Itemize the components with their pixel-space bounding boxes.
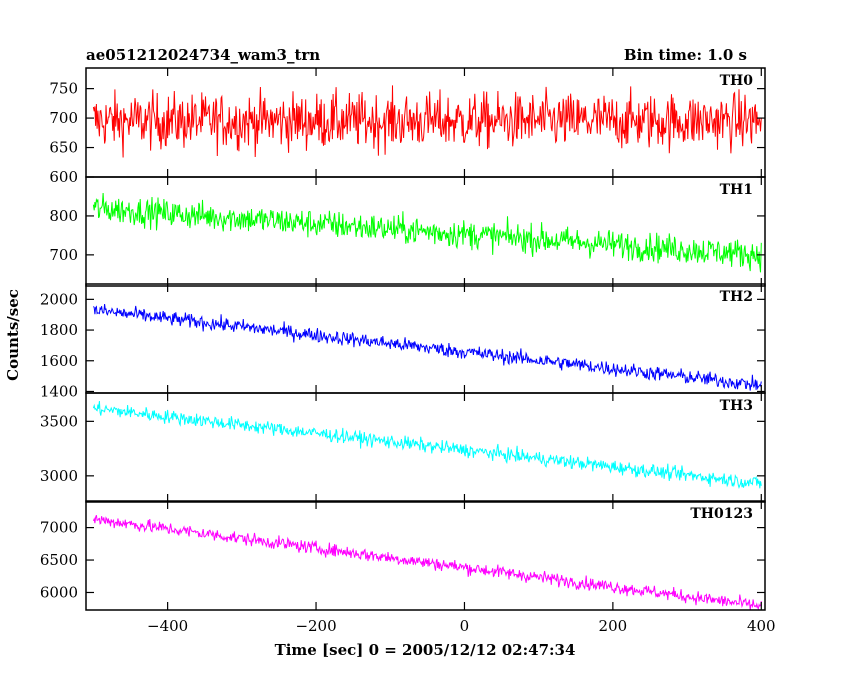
y-tick-label: 1600	[40, 352, 78, 370]
y-tick-label: 1400	[40, 382, 78, 400]
panel-label: TH0123	[690, 506, 753, 522]
y-tick-label: 6500	[40, 551, 78, 569]
y-tick-label: 800	[49, 207, 78, 225]
panel-frame	[85, 176, 766, 287]
y-tick-label: 750	[49, 80, 78, 98]
panel-frame	[85, 500, 766, 611]
series-th1	[92, 192, 762, 273]
x-tick-label: −400	[147, 617, 188, 635]
panel-th0123: 6000 6500 7000 TH0123	[40, 500, 766, 611]
panel-th2: 1400 1600 1800 2000 TH2	[40, 283, 766, 400]
panel-frame	[85, 392, 766, 503]
panel-th3: 3000 3500 TH3	[40, 392, 766, 503]
y-tick-label: 700	[49, 109, 78, 127]
panel-label: TH0	[720, 73, 754, 89]
panel-th0: 600 650 700 750 TH0	[49, 67, 766, 186]
series-th0	[92, 85, 762, 158]
x-tick-label: 400	[747, 617, 776, 635]
y-tick-label: 1800	[40, 321, 78, 339]
panel-label: TH1	[720, 182, 753, 198]
y-tick-label: 7000	[40, 519, 78, 537]
chart-title: ae051212024734_wam3_trn	[86, 46, 320, 64]
bin-time-label: Bin time: 1.0 s	[624, 46, 747, 64]
y-tick-label: 600	[49, 168, 78, 186]
series-th3	[92, 400, 762, 489]
series-th2	[93, 304, 762, 391]
x-tick-label: 200	[599, 617, 628, 635]
y-tick-label: 2000	[40, 290, 78, 308]
panel-th1: 700 800 TH1	[49, 176, 766, 287]
x-axis-label: Time [sec] 0 = 2005/12/12 02:47:34	[275, 641, 576, 659]
y-axis-label: Counts/sec	[4, 289, 22, 381]
y-tick-label: 3500	[40, 412, 78, 430]
series-th0123	[92, 515, 762, 610]
y-tick-label: 700	[49, 246, 78, 264]
y-tick-label: 650	[49, 139, 78, 157]
x-tick-label: 0	[460, 617, 470, 635]
y-tick-label: 6000	[40, 583, 78, 601]
panel-label: TH2	[720, 289, 753, 305]
panel-frame	[85, 283, 766, 394]
y-tick-label: 3000	[40, 467, 78, 485]
x-tick-label: −200	[295, 617, 336, 635]
panel-label: TH3	[720, 398, 753, 414]
